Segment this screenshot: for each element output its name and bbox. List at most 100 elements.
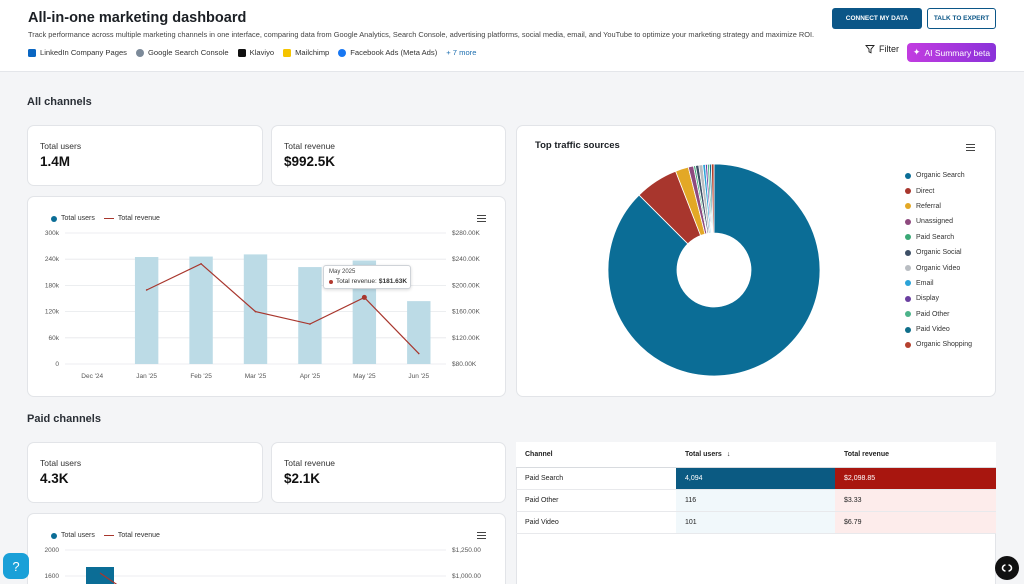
source-facebook-ads[interactable]: Facebook Ads (Meta Ads) [338, 48, 437, 57]
legend-revenue-marker [103, 534, 114, 537]
page-title: All-in-one marketing dashboard [28, 10, 247, 26]
table-row[interactable]: Paid Search 4,094 $2,098.85 [516, 468, 996, 490]
cell-channel: Paid Video [525, 519, 559, 526]
legend-marker [905, 218, 911, 225]
tooltip-value: $181.63K [378, 278, 408, 285]
revenue-point [145, 289, 148, 291]
pie-legend-item[interactable]: Display [905, 291, 972, 306]
cell-users: 4,094 [676, 468, 835, 489]
talk-to-expert-button[interactable]: TALK TO EXPERT [927, 8, 996, 29]
sparkle-icon: ✦ [912, 47, 921, 57]
source-mailchimp[interactable]: Mailchimp [283, 48, 329, 57]
legend-users-label[interactable]: Total users [61, 215, 95, 222]
table-row[interactable]: Paid Other 116 $3.33 [516, 490, 996, 512]
bar-total-users [407, 301, 431, 364]
pie-legend-item[interactable]: Unassigned [905, 214, 972, 229]
header-channel[interactable]: Channel [525, 451, 553, 458]
kpi-value: 1.4M [40, 154, 71, 169]
table-header-row: Channel Total users ↓ Total revenue [516, 442, 996, 468]
more-sources-link[interactable]: + 7 more [446, 48, 477, 57]
bar-total-users [243, 254, 268, 364]
legend-label: Email [916, 279, 934, 287]
tooltip-row: Total revenue: $181.63K [329, 278, 407, 285]
header-total-users[interactable]: Total users ↓ [685, 451, 731, 458]
cell-channel: Paid Other [525, 497, 559, 504]
kpi-value: 4.3K [40, 471, 69, 486]
legend-users-marker [51, 532, 57, 539]
kpi-label: Total users [40, 141, 82, 151]
legend-marker [905, 249, 911, 256]
paid-channels-title: Paid channels [27, 413, 101, 425]
pie-legend-item[interactable]: Referral [905, 199, 972, 214]
y-right-tick-label: $280.00K [452, 230, 480, 237]
bar-total-users [134, 257, 159, 364]
facebook-icon [338, 48, 347, 57]
x-tick-label: Feb '25 [190, 373, 212, 380]
legend-users-marker [51, 215, 57, 222]
legend-revenue-marker [103, 217, 114, 220]
x-tick-label: Dec '24 [81, 373, 103, 380]
pie-legend-item[interactable]: Organic Shopping [905, 337, 972, 352]
chart-menu-icon[interactable] [477, 215, 486, 223]
legend-label: Organic Shopping [916, 341, 973, 349]
chat-logo-icon [1001, 564, 1013, 572]
legend-users-label[interactable]: Total users [61, 532, 95, 539]
pie-legend-item[interactable]: Organic Social [905, 245, 972, 260]
tooltip-label: Total revenue: [336, 278, 377, 285]
pie-legend-item[interactable]: Email [905, 276, 972, 291]
connect-my-data-button[interactable]: CONNECT MY DATA [832, 8, 922, 29]
x-tick-label: May '25 [353, 373, 376, 380]
cell-revenue: $6.79 [835, 512, 996, 533]
sort-down-icon: ↓ [726, 451, 731, 458]
legend-label: Direct [916, 187, 935, 195]
y-right-tick-label: $240.00K [452, 256, 480, 263]
kpi-total-users: Total users 1.4M [27, 125, 263, 186]
cell-revenue: $2,098.85 [835, 468, 996, 489]
legend-label: Organic Search [916, 172, 965, 180]
data-sources-list: LinkedIn Company Pages Google Search Con… [28, 48, 476, 57]
pie-legend: Organic Search Direct Referral Unassigned Pa… [905, 168, 972, 353]
pie-legend-item[interactable]: Paid Video [905, 322, 972, 337]
table-row[interactable]: Paid Video 101 $6.79 [516, 512, 996, 534]
revenue-point [254, 310, 257, 313]
legend-label: Referral [916, 202, 941, 210]
paid-chart-menu-icon[interactable] [477, 532, 486, 540]
pie-legend-item[interactable]: Paid Other [905, 307, 972, 322]
y-left-tick-label: 60k [49, 335, 60, 342]
y-right-tick-label: $200.00K [452, 282, 480, 289]
legend-revenue-label[interactable]: Total revenue [117, 215, 160, 222]
ai-summary-button[interactable]: ✦ AI Summary beta [907, 43, 996, 62]
filter-button[interactable]: Filter [865, 44, 899, 54]
pie-legend-item[interactable]: Direct [905, 183, 972, 198]
source-linkedin[interactable]: LinkedIn Company Pages [28, 48, 127, 57]
chat-launcher-button[interactable] [995, 556, 1019, 580]
pie-legend-item[interactable]: Paid Search [905, 230, 972, 245]
dashboard-header: All-in-one marketing dashboard Track per… [0, 0, 1024, 72]
legend-label: Organic Video [916, 264, 961, 272]
legend-marker [905, 188, 911, 195]
pie-legend-item[interactable]: Organic Search [905, 168, 972, 183]
paid-chart-legend: Total users Total revenue [51, 532, 160, 539]
cell-revenue: $3.33 [835, 490, 996, 511]
pie-slice [607, 163, 821, 377]
cell-users: 101 [676, 512, 835, 533]
klaviyo-icon [237, 48, 246, 57]
header-total-revenue[interactable]: Total revenue [844, 451, 889, 458]
source-klaviyo[interactable]: Klaviyo [237, 48, 274, 57]
tooltip-series-dot [329, 279, 333, 284]
legend-revenue-label[interactable]: Total revenue [117, 532, 160, 539]
filter-icon [865, 45, 875, 54]
revenue-point [309, 323, 311, 325]
help-button[interactable]: ? [3, 553, 29, 579]
pie-legend-item[interactable]: Organic Video [905, 260, 972, 275]
legend-marker [905, 280, 911, 287]
y-left-tick-label: 300k [45, 230, 60, 237]
revenue-point [200, 262, 202, 265]
x-tick-label: Jun '25 [408, 373, 429, 380]
pie-menu-icon[interactable] [966, 144, 975, 152]
linkedin-icon [28, 48, 36, 57]
kpi-paid-revenue: Total revenue $2.1K [271, 442, 506, 503]
legend-label: Paid Search [916, 233, 955, 241]
pie-slice [710, 163, 715, 234]
source-google-search-console[interactable]: Google Search Console [135, 48, 229, 57]
